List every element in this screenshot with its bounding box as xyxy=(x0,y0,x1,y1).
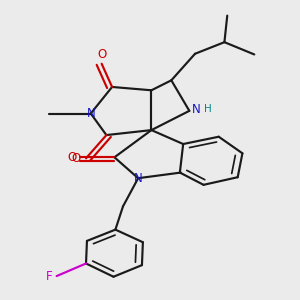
Text: H: H xyxy=(204,104,211,114)
Text: N: N xyxy=(86,107,95,120)
Text: N: N xyxy=(134,172,142,185)
Text: N: N xyxy=(192,103,200,116)
Text: O: O xyxy=(97,48,106,61)
Text: O: O xyxy=(67,151,76,164)
Text: F: F xyxy=(46,270,53,283)
Text: O: O xyxy=(71,152,80,165)
